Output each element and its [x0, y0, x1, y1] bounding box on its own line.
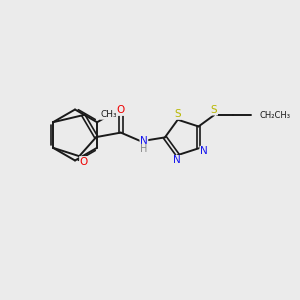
Text: N: N: [140, 136, 148, 146]
Text: CH₃: CH₃: [100, 110, 117, 119]
Text: N: N: [173, 155, 181, 166]
Text: O: O: [80, 157, 88, 166]
Text: CH₂CH₃: CH₂CH₃: [259, 111, 290, 120]
Text: H: H: [140, 144, 148, 154]
Text: S: S: [174, 109, 181, 119]
Text: O: O: [117, 105, 125, 116]
Text: S: S: [211, 105, 217, 115]
Text: N: N: [200, 146, 208, 156]
